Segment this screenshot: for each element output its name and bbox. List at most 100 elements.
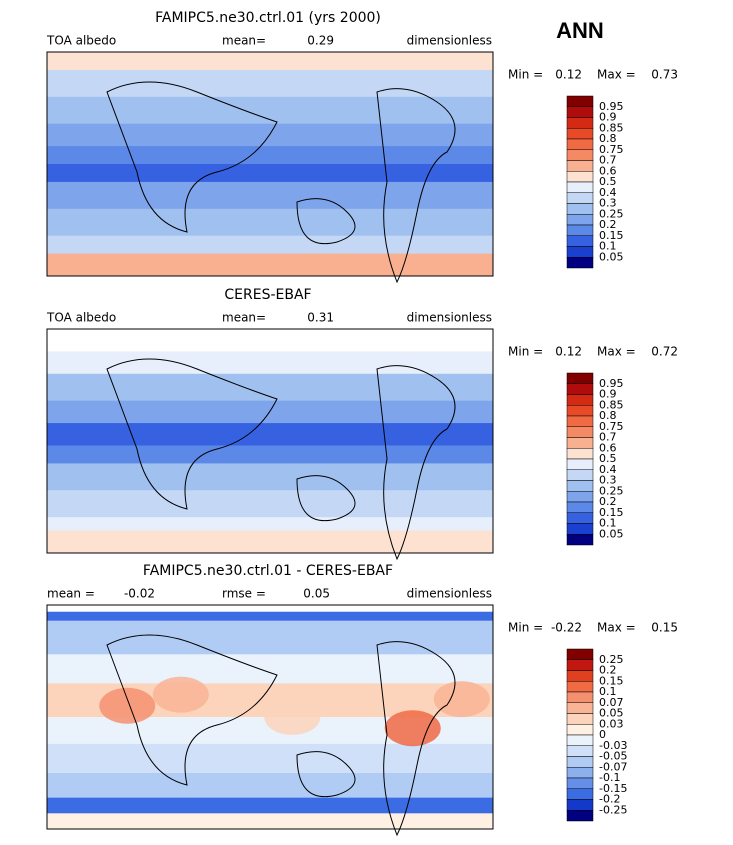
panel-title: FAMIPC5.ne30.ctrl.01 (yrs 2000) <box>155 10 381 26</box>
map-band <box>47 530 493 554</box>
colorbar-box <box>566 246 594 258</box>
units-label: dimensionless <box>407 587 492 601</box>
colorbar-box <box>566 713 594 725</box>
map-anomaly <box>384 710 441 747</box>
colorbar-box <box>566 469 594 481</box>
stat-label: mean= <box>222 311 266 325</box>
colorbar-label: 0.95 <box>599 377 624 390</box>
colorbar-box <box>566 480 594 492</box>
colorbar-label: 0.7 <box>599 154 617 167</box>
colorbar-box <box>566 171 594 183</box>
coastline <box>106 358 456 561</box>
max-value: 0.73 <box>651 68 678 82</box>
colorbar-box <box>566 691 594 703</box>
map-frame <box>46 604 494 830</box>
map-band <box>47 423 493 446</box>
colorbar-label: 0.3 <box>599 197 617 210</box>
colorbar-label: -0.03 <box>599 739 627 752</box>
colorbar-label: 0.4 <box>599 463 617 476</box>
colorbar-box <box>566 670 594 682</box>
colorbar-box <box>566 149 594 161</box>
max-value: 0.15 <box>651 621 678 635</box>
units-label: dimensionless <box>407 311 492 325</box>
colorbar-label: -0.2 <box>599 793 620 806</box>
colorbar-label: 0.25 <box>599 653 624 666</box>
colorbar-label: 0.7 <box>599 431 617 444</box>
coastline <box>106 634 456 837</box>
colorbar-box <box>566 734 594 746</box>
colorbar-box <box>566 394 594 406</box>
map-band <box>47 181 493 210</box>
colorbar-label: 0.1 <box>599 517 617 530</box>
colorbar-label: 0.9 <box>599 388 617 401</box>
colorbar-label: 0.15 <box>599 674 624 687</box>
panel-title: FAMIPC5.ne30.ctrl.01 - CERES-EBAF <box>143 563 393 579</box>
min-label: Min = <box>508 68 543 82</box>
map-band <box>47 773 493 799</box>
colorbar-box <box>566 448 594 460</box>
min-label: Min = <box>508 621 543 635</box>
map-anomaly <box>433 681 490 718</box>
colorbar-label: 0.2 <box>599 495 617 508</box>
colorbar-box <box>566 257 594 269</box>
map-band <box>47 52 493 71</box>
panel-title: CERES-EBAF <box>224 287 311 303</box>
max-label: Max = <box>597 345 636 359</box>
max-label: Max = <box>597 621 636 635</box>
map-band <box>47 445 493 464</box>
colorbar-box <box>566 117 594 129</box>
map-band <box>47 797 493 814</box>
colorbar-box <box>566 372 594 384</box>
colorbar-label: 0.05 <box>599 527 624 540</box>
colorbar-box <box>566 702 594 714</box>
map-anomaly <box>99 687 156 724</box>
colorbar-label: 0.8 <box>599 409 617 422</box>
map-band <box>47 164 493 183</box>
colorbar-label: 0.1 <box>599 685 617 698</box>
colorbar-box <box>566 659 594 671</box>
stat-value: 0.05 <box>303 587 330 601</box>
colorbar-label: 0.95 <box>599 100 624 113</box>
colorbar-box <box>566 788 594 800</box>
colorbar-label: 0.75 <box>599 420 624 433</box>
map <box>46 51 494 284</box>
map-band <box>47 208 493 237</box>
map-band <box>47 463 493 491</box>
colorbar-box <box>566 128 594 140</box>
colorbar-box <box>566 203 594 215</box>
colorbar-label: -0.25 <box>599 803 627 816</box>
map-band <box>47 620 493 655</box>
colorbar-label: -0.05 <box>599 750 627 763</box>
map-band <box>47 253 493 277</box>
colorbar-box <box>566 745 594 757</box>
colorbar-box <box>566 491 594 503</box>
map <box>46 328 494 561</box>
map-band <box>47 517 493 532</box>
min-value: 0.12 <box>555 68 582 82</box>
colorbar-label: 0.75 <box>599 143 624 156</box>
colorbar-box <box>566 458 594 470</box>
colorbar-label: 0.3 <box>599 474 617 487</box>
map-band <box>47 400 493 424</box>
colorbar-box <box>566 724 594 736</box>
map <box>46 604 494 837</box>
map-band <box>47 146 493 165</box>
colorbar-label: 0.25 <box>599 484 624 497</box>
colorbar-label: 0.8 <box>599 132 617 145</box>
stat-value: -0.02 <box>124 587 155 601</box>
map-frame <box>46 328 494 554</box>
map-band <box>47 351 493 375</box>
stat-value: 0.31 <box>307 311 334 325</box>
colorbar-box <box>566 810 594 822</box>
colorbar-box <box>566 383 594 395</box>
colorbar-box <box>566 235 594 247</box>
colorbar-box <box>566 214 594 226</box>
colorbar-box <box>566 437 594 449</box>
colorbar-label: 0.15 <box>599 506 624 519</box>
colorbar-label: 0.07 <box>599 696 624 709</box>
map-anomaly <box>152 676 209 713</box>
map-band <box>47 329 493 352</box>
colorbar-label: 0.03 <box>599 717 624 730</box>
colorbar-label: 0.6 <box>599 164 617 177</box>
